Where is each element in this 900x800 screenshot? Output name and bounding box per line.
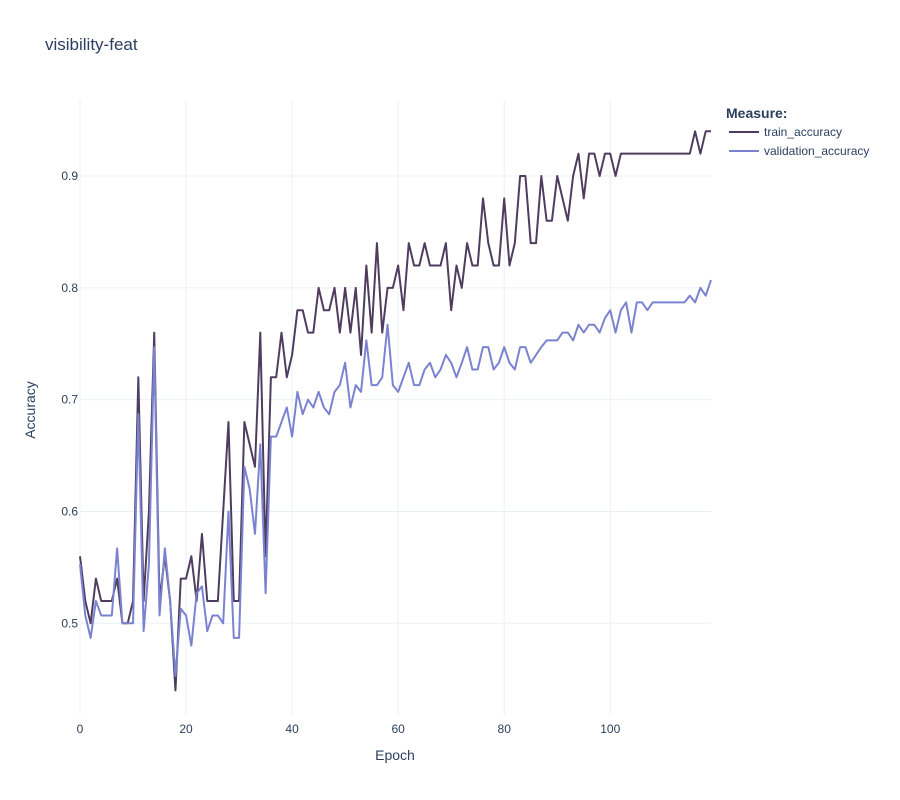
x-axis-title: Epoch xyxy=(375,747,415,763)
x-tick-label: 60 xyxy=(391,722,405,736)
legend-item-train-accuracy[interactable]: train_accuracy xyxy=(729,125,842,139)
y-axis-title: Accuracy xyxy=(22,381,38,439)
x-tick-label: 0 xyxy=(77,722,84,736)
y-tick-label: 0.8 xyxy=(61,281,78,295)
x-tick-label: 100 xyxy=(600,722,620,736)
legend-item-validation-accuracy[interactable]: validation_accuracy xyxy=(729,144,869,158)
y-tick-label: 0.5 xyxy=(61,616,78,630)
legend-label-validation-accuracy: validation_accuracy xyxy=(764,144,869,158)
y-axis-ticks: 0.5 0.6 0.7 0.8 0.9 xyxy=(61,169,78,630)
plot-area xyxy=(79,130,712,692)
x-tick-label: 40 xyxy=(285,722,299,736)
chart-title: visibility-feat xyxy=(45,35,138,54)
x-tick-label: 80 xyxy=(498,722,512,736)
y-tick-label: 0.6 xyxy=(61,504,78,518)
series-line-train-accuracy[interactable] xyxy=(79,130,711,692)
grid xyxy=(79,100,711,715)
y-tick-label: 0.9 xyxy=(61,169,78,183)
legend: Measure: train_accuracy validation_accur… xyxy=(726,105,869,158)
x-tick-label: 20 xyxy=(179,722,193,736)
legend-title: Measure: xyxy=(726,105,787,121)
legend-label-train-accuracy: train_accuracy xyxy=(764,125,842,139)
y-tick-label: 0.7 xyxy=(61,393,78,407)
series-line-validation-accuracy[interactable] xyxy=(79,279,712,677)
x-axis-ticks: 0 20 40 60 80 100 xyxy=(77,722,621,736)
